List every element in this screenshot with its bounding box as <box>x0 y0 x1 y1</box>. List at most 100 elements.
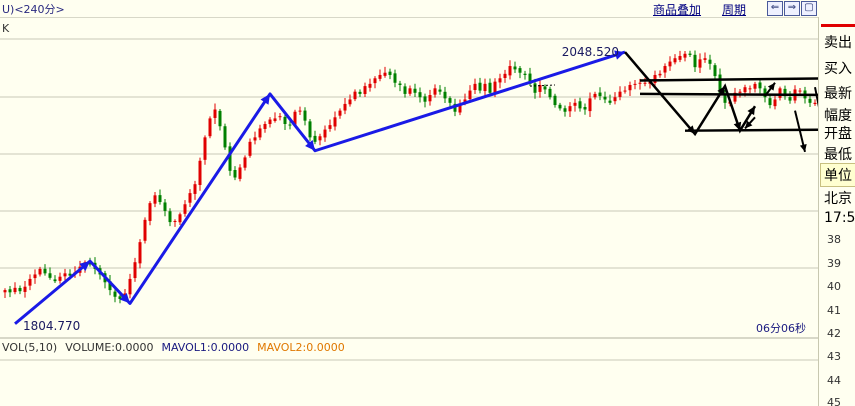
candle-body-92 <box>463 99 467 103</box>
candle-body-26 <box>133 262 137 279</box>
candle-body-155 <box>778 88 782 98</box>
candle-body-113 <box>568 106 572 112</box>
candle-body-140 <box>703 58 707 60</box>
trend-arrow-blue-3 <box>260 93 270 105</box>
candle-body-44 <box>223 126 227 148</box>
candle-body-56 <box>283 116 287 124</box>
candle-body-53 <box>268 119 272 125</box>
trade-list-time-6: 44 <box>827 374 841 387</box>
projection-arrow-3 <box>733 121 742 131</box>
candle-body-62 <box>313 135 317 142</box>
candle-body-61 <box>308 121 312 138</box>
candle-body-2 <box>13 287 17 293</box>
candle-body-69 <box>348 99 352 105</box>
candle-body-58 <box>293 111 297 125</box>
candle-body-7 <box>38 268 42 275</box>
projection-arrow-2 <box>717 86 725 96</box>
candle-body-75 <box>378 74 382 79</box>
trend-arrow-blue-2 <box>119 292 130 304</box>
candle-body-83 <box>418 92 422 98</box>
candle-body-124 <box>623 90 627 92</box>
top-bar: U)<240分> 商品叠加 周期 ⇐ ⇒ ▢ <box>0 0 855 18</box>
projection-arrow-4 <box>747 106 755 116</box>
candle-body-8 <box>43 268 47 274</box>
candle-body-84 <box>423 96 427 102</box>
price-chart[interactable]: 2048.520 1804.770 <box>0 0 818 406</box>
candle-body-80 <box>403 86 407 94</box>
low-price-label: 1804.770 <box>23 319 80 333</box>
channel-line-2 <box>684 128 818 132</box>
candle-body-88 <box>443 91 447 99</box>
candle-body-74 <box>373 78 377 84</box>
candle-body-28 <box>143 219 147 241</box>
candle-body-141 <box>708 59 712 64</box>
countdown-timer: 06分06秒 <box>756 322 806 335</box>
candle-body-110 <box>553 95 557 106</box>
trend-arrow-blue-4 <box>305 140 315 151</box>
trade-list-time-1: 39 <box>827 257 841 270</box>
candle-body-12 <box>63 273 67 277</box>
trade-list-time-3: 41 <box>827 304 841 317</box>
candle-body-23 <box>118 296 122 299</box>
candle-body-47 <box>238 167 242 179</box>
candle-body-162 <box>813 102 817 105</box>
quote-field-8: 17:5 <box>824 210 855 226</box>
candle-body-38 <box>193 184 197 194</box>
volume-value: VOLUME:0.0000 <box>65 341 154 354</box>
candle-body-105 <box>528 73 532 84</box>
quote-field-0: 卖出 <box>824 35 852 51</box>
candle-body-31 <box>158 195 162 203</box>
candle-body-25 <box>128 278 132 295</box>
quote-field-1: 买入 <box>824 61 852 77</box>
candle-body-73 <box>368 83 372 88</box>
candle-body-76 <box>383 72 387 76</box>
short-arrow-head-0 <box>767 82 775 91</box>
vol-indicator-label: VOL(5,10) <box>2 341 58 354</box>
short-arrow-head-1 <box>799 144 807 152</box>
candle-body-96 <box>483 83 487 92</box>
nav-left-button[interactable]: ⇐ <box>767 1 783 16</box>
candle-body-86 <box>433 88 437 95</box>
candle-body-121 <box>608 100 612 103</box>
candle-body-65 <box>328 125 332 129</box>
quote-field-3: 幅度 <box>824 108 852 124</box>
trade-list-time-0: 38 <box>827 233 841 246</box>
candle-body-98 <box>493 81 497 93</box>
candle-body-1 <box>8 289 12 293</box>
candle-body-107 <box>538 84 542 92</box>
candle-body-108 <box>543 86 547 90</box>
candle-body-32 <box>163 202 167 211</box>
candle-body-114 <box>573 102 577 106</box>
candle-body-143 <box>718 74 722 93</box>
candle-body-90 <box>453 103 457 112</box>
candle-body-78 <box>393 73 397 83</box>
candle-body-22 <box>113 291 117 297</box>
trade-list-time-2: 40 <box>827 280 841 293</box>
candle-body-128 <box>643 82 647 84</box>
candle-body-37 <box>188 193 192 203</box>
candle-body-103 <box>518 68 522 73</box>
candle-body-104 <box>523 73 527 75</box>
candle-body-136 <box>683 53 687 58</box>
nav-box-button[interactable]: ▢ <box>801 1 817 16</box>
quote-field-2: 最新 <box>824 86 852 102</box>
cycle-menu[interactable]: 周期 <box>722 3 747 17</box>
mavol1-value: MAVOL1:0.0000 <box>161 341 250 354</box>
candle-body-57 <box>288 124 292 126</box>
overlay-commodity-menu[interactable]: 商品叠加 <box>653 3 702 17</box>
nav-right-button[interactable]: ⇒ <box>784 1 800 16</box>
candle-body-41 <box>208 118 212 137</box>
candle-body-99 <box>498 78 502 83</box>
trend-arrow-blue-5 <box>614 50 625 60</box>
candle-body-51 <box>258 128 262 138</box>
candle-body-147 <box>738 91 742 93</box>
candle-body-60 <box>303 110 307 121</box>
candle-body-118 <box>593 93 597 98</box>
candle-body-71 <box>358 91 362 94</box>
quote-field-6: 单位 <box>824 168 852 184</box>
candle-body-94 <box>473 83 477 91</box>
candle-body-97 <box>488 82 492 93</box>
short-arrow-line-2 <box>814 87 818 108</box>
candle-body-5 <box>28 278 32 286</box>
candle-body-13 <box>68 273 72 276</box>
